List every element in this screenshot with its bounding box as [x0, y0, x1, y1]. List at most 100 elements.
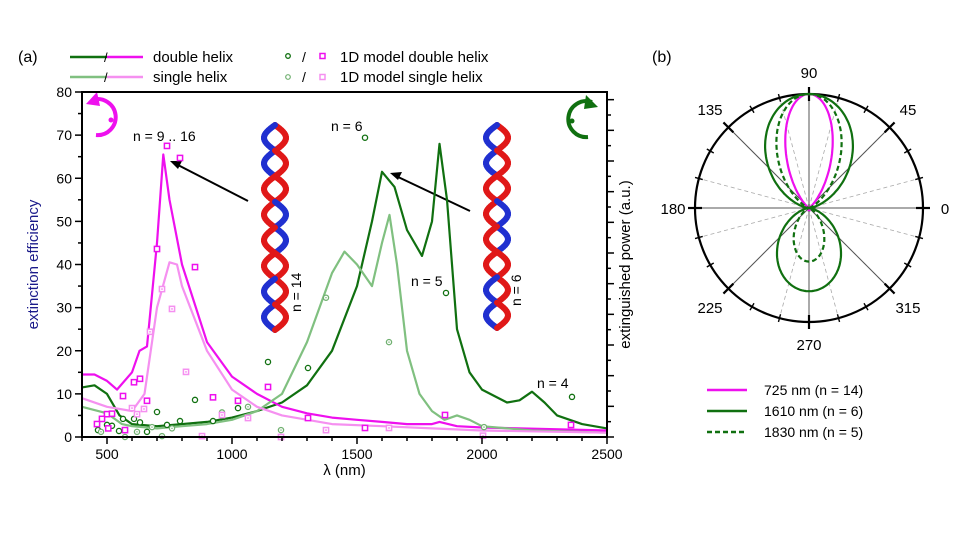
helix-image-n14	[261, 122, 289, 333]
polar-tick	[749, 105, 755, 114]
polar-tick	[863, 105, 869, 114]
annotation-n4: n = 4	[537, 375, 569, 391]
polar-angle-label: 225	[697, 300, 722, 317]
y-tick-label: 70	[56, 127, 72, 143]
x-tick-label: 1500	[341, 446, 372, 462]
polar-tick	[915, 235, 924, 240]
scatter-point	[264, 358, 272, 366]
polar-minor-gridline	[698, 178, 810, 209]
legend-slash: /	[104, 50, 108, 65]
polar-tick	[694, 176, 703, 181]
scatter-point-dot	[136, 431, 138, 433]
scatter-point-dot	[325, 297, 327, 299]
y-tick-label: 40	[56, 257, 72, 273]
polar-angle-label: 0	[941, 201, 949, 218]
x-axis-label: λ (nm)	[323, 462, 366, 479]
polar-tick	[749, 302, 755, 311]
scatter-point	[143, 397, 151, 405]
polar-angle-label: 315	[895, 300, 920, 317]
scatter-point	[191, 396, 199, 404]
polar-angle-label: 135	[697, 102, 722, 119]
y-tick-label: 0	[64, 429, 72, 445]
scatter-point	[108, 410, 116, 418]
scatter-point-dot	[131, 407, 133, 409]
scatter-point-dot	[171, 427, 173, 430]
scatter-point-dot	[221, 414, 223, 416]
scatter-point	[568, 393, 576, 401]
scatter-point	[191, 263, 199, 271]
annotation-helix-n14: n = 14	[288, 272, 304, 312]
polar-minor-gridline	[779, 97, 810, 209]
polar-series-2	[775, 92, 843, 263]
clockwise-rotation-icon	[566, 99, 593, 140]
polar-tick	[883, 282, 896, 295]
annotation-helix-n6: n = 6	[508, 274, 524, 306]
polar-tick	[694, 235, 703, 240]
polar-tick	[706, 262, 715, 268]
x-tick-label: 500	[95, 446, 119, 462]
polar-angle-label: 90	[801, 65, 818, 82]
scatter-point-dot	[151, 426, 153, 428]
scatter-point	[304, 364, 312, 372]
scatter-point	[104, 425, 112, 432]
polar-angle-label: 270	[796, 337, 821, 354]
polar-tick	[836, 93, 841, 102]
polar-legend-label: 1610 nm (n = 6)	[764, 403, 863, 419]
polar-legend-label: 725 nm (n = 14)	[764, 382, 863, 398]
polar-tick	[777, 93, 782, 102]
arrow-head	[170, 161, 182, 169]
scatter-point-dot	[161, 288, 163, 290]
legend-slash: /	[104, 70, 108, 85]
scatter-point	[264, 383, 272, 391]
scatter-point	[153, 408, 161, 416]
y-tick-label: 20	[56, 343, 72, 359]
arrow-line	[395, 175, 471, 212]
scatter-point-dot	[136, 413, 138, 415]
polar-minor-gridline	[779, 207, 810, 319]
legend-b: 725 nm (n = 14) 1610 nm (n = 6) 1830 nm (n…	[707, 382, 863, 440]
scatter-point-dot	[185, 371, 187, 373]
rotation-arrowhead-icon	[86, 92, 100, 106]
x-tick-label: 1000	[216, 446, 247, 462]
series-line-2	[81, 213, 608, 434]
y-tick-label: 80	[56, 84, 72, 100]
helix-strand-segment	[494, 323, 503, 331]
polar-angle-label: 180	[660, 201, 685, 218]
polar-minor-gridline	[808, 178, 920, 209]
legend-slash: /	[302, 69, 306, 85]
y-tick-label: 50	[56, 213, 72, 229]
polar-minor-gridline	[808, 207, 920, 238]
scatter-point	[361, 424, 369, 432]
legend-marker-circle-dot	[285, 74, 291, 80]
scatter-point	[442, 289, 450, 297]
scatter-point	[567, 421, 575, 429]
legend-slash: /	[302, 49, 306, 65]
polar-tick	[722, 121, 735, 134]
scatter-point	[234, 397, 242, 405]
scatter-point-dot	[388, 341, 390, 343]
plot-a: 500 1000 1500 2000 2500 0 10 20 30 40 50 60 70 80 λ (n…	[25, 84, 634, 479]
scatter-point	[136, 419, 144, 426]
polar-major-gridline	[728, 207, 810, 289]
scatter-point-dot	[247, 417, 249, 419]
polar-tick	[777, 314, 782, 323]
polar-legend-label: 1830 nm (n = 5)	[764, 424, 863, 440]
scatter-point-dot	[100, 431, 102, 433]
scatter-point-dot	[171, 308, 173, 310]
scatter-point	[176, 417, 184, 425]
polar-minor-gridline	[698, 207, 810, 238]
scatter-point	[234, 404, 242, 412]
polar-minor-gridline	[808, 207, 839, 319]
annotation-n5: n = 5	[411, 273, 443, 289]
legend-marker-square-dot	[319, 73, 326, 81]
polar-tick	[836, 314, 841, 323]
annotation-n6: n = 6	[331, 118, 363, 134]
scatter-point	[304, 414, 312, 422]
scatter-point-dot	[325, 429, 327, 431]
polar-tick	[863, 302, 869, 311]
scatter-point	[209, 417, 217, 425]
series-line-1	[82, 153, 608, 432]
y-tick-label: 30	[56, 300, 72, 316]
